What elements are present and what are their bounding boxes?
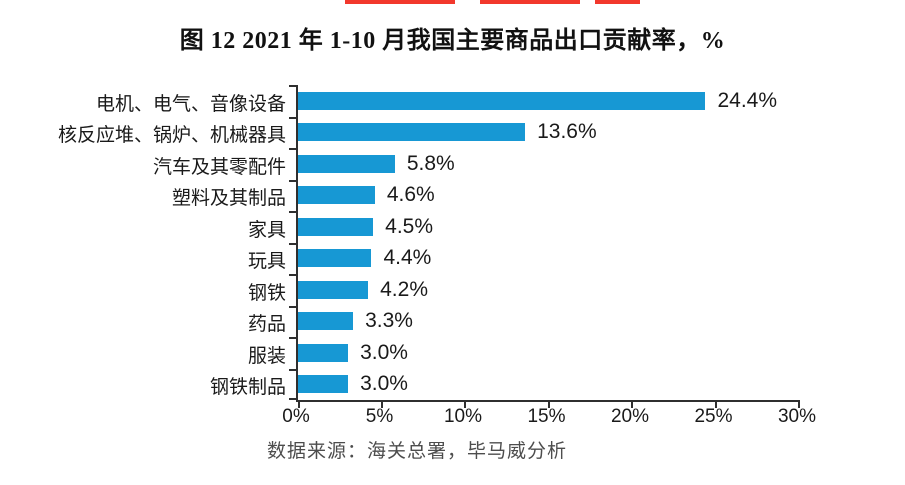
value-label-2: 5.8%	[406, 151, 455, 175]
y-axis-tick	[289, 179, 298, 182]
bar-6	[298, 280, 369, 299]
red-line-fragment	[480, 0, 580, 4]
plot-area: 24.4% 13.6% 5.8% 4.6% 4.5% 4.4% 4.2% 3.3% 3.0% 3.…	[289, 85, 800, 408]
category-label-0: 电机、电气、音像设备	[95, 93, 286, 115]
y-axis-tick	[289, 337, 298, 339]
value-label-0: 24.4%	[717, 88, 778, 112]
category-label-3: 塑料及其制品	[171, 188, 286, 210]
category-label-2: 汽车及其零配件	[152, 156, 286, 178]
value-label-4: 4.5%	[385, 214, 434, 238]
y-axis-tick	[289, 305, 298, 308]
category-label-5: 玩具	[247, 251, 286, 273]
value-label-6: 4.2%	[380, 277, 428, 301]
x-axis-tick	[631, 400, 633, 408]
x-axis-tick	[464, 400, 466, 408]
x-tick-label-25%: 25%	[694, 406, 733, 427]
bar-8	[298, 343, 349, 362]
bar-4	[298, 217, 374, 236]
x-axis-tick	[714, 400, 717, 408]
category-label-9: 钢铁制品	[209, 377, 286, 399]
category-label-7: 药品	[247, 314, 286, 336]
y-axis-tick	[289, 368, 298, 371]
y-axis-tick	[289, 274, 298, 276]
x-axis-tick	[380, 400, 383, 408]
value-label-1: 13.6%	[537, 120, 597, 144]
value-label-9: 3.0%	[360, 372, 408, 396]
y-axis-tick	[289, 85, 298, 87]
bar-5	[298, 249, 372, 268]
category-label-1: 核反应堆、锅炉、机械器具	[57, 125, 286, 147]
x-axis-tick	[547, 400, 550, 408]
red-line-fragment	[345, 0, 455, 4]
x-tick-label-30%: 30%	[777, 406, 817, 427]
value-label-7: 3.3%	[365, 309, 413, 333]
bar-7	[298, 312, 354, 331]
y-axis-tick	[289, 211, 298, 213]
source-note: 数据来源：海关总署，毕马威分析	[267, 441, 568, 462]
category-label-4: 家具	[247, 219, 286, 241]
x-tick-label-15%: 15%	[527, 406, 566, 427]
x-axis-tick	[798, 400, 800, 408]
value-label-3: 4.6%	[386, 183, 435, 207]
value-label-8: 3.0%	[360, 340, 408, 364]
y-axis-tick	[289, 148, 298, 150]
bar-2	[298, 154, 395, 173]
red-line-fragment	[595, 0, 640, 4]
y-axis-tick	[289, 242, 298, 245]
category-label-6: 钢铁	[247, 282, 286, 304]
bar-0	[298, 91, 706, 110]
x-tick-label-10%: 10%	[443, 406, 483, 427]
bar-1	[298, 123, 526, 142]
bar-3	[298, 186, 375, 205]
y-axis-tick	[289, 398, 298, 400]
x-tick-label-20%: 20%	[610, 406, 650, 427]
x-axis-tick	[298, 400, 300, 408]
x-tick-label-0%: 0%	[282, 406, 310, 427]
value-label-5: 4.4%	[383, 246, 432, 270]
x-tick-label-5%: 5%	[365, 406, 394, 427]
chart-title: 图 12 2021 年 1-10 月我国主要商品出口贡献率，%	[179, 28, 726, 54]
category-label-8: 服装	[247, 345, 286, 367]
bar-9	[298, 375, 349, 394]
y-axis-tick	[289, 116, 298, 119]
